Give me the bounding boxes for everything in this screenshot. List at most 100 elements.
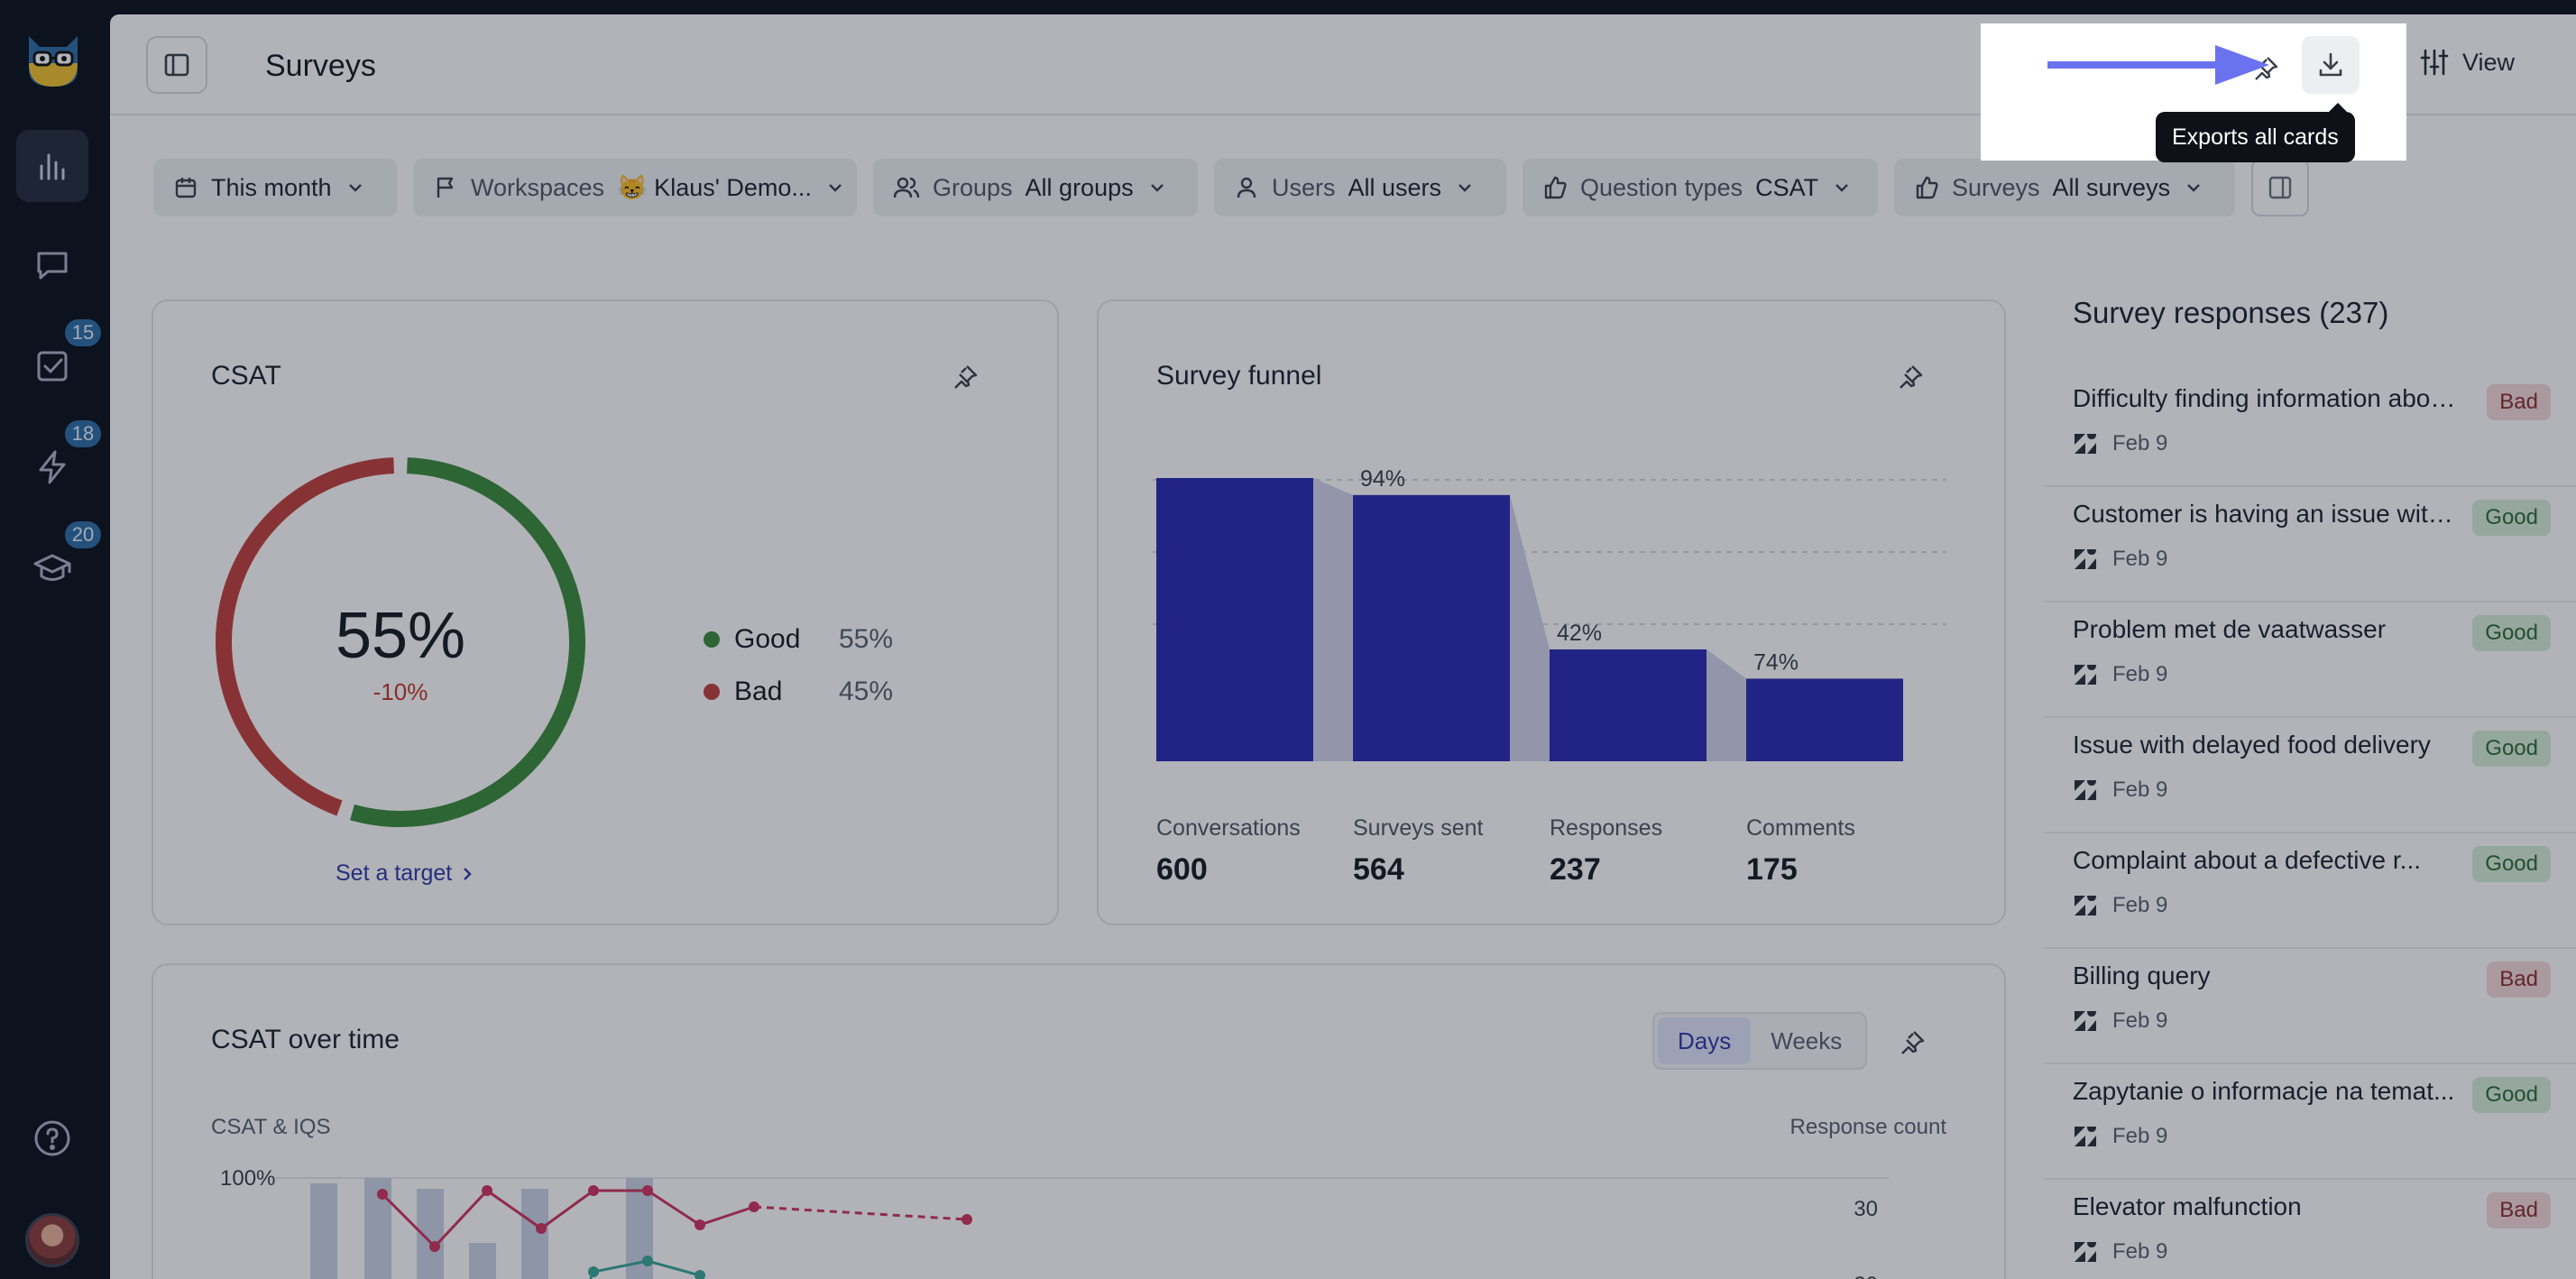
response-title: Customer is having an issue with... (2073, 500, 2461, 528)
chevron-down-icon (1831, 177, 1853, 198)
csat-point (536, 1223, 547, 1234)
pin-card-button[interactable] (1894, 1025, 1930, 1061)
csat-legend: Good 55% Bad 45% (704, 613, 893, 718)
sidebar-panel-icon (162, 51, 191, 79)
training-badge: 20 (65, 521, 101, 548)
question-types-filter-value: CSAT (1755, 173, 1819, 201)
list-item[interactable]: Issue with delayed food delivery Good Fe… (2044, 718, 2576, 833)
response-date: Feb 9 (2112, 431, 2168, 455)
funnel-conversion-label: 42% (1557, 621, 1602, 646)
legend-bad-value: 45% (839, 676, 894, 706)
view-label: View (2462, 48, 2516, 76)
chevron-down-icon (345, 177, 366, 198)
flag-icon (433, 175, 458, 200)
user-icon (1234, 175, 1259, 200)
stat-value: 175 (1746, 852, 1798, 887)
left-rail: 15 18 20 (0, 0, 110, 1279)
legend-bad-label: Bad (734, 676, 783, 706)
csat-point (482, 1185, 492, 1196)
tour-arrow-icon (2047, 45, 2269, 85)
list-item[interactable]: Complaint about a defective r... Good Fe… (2044, 833, 2576, 949)
list-item[interactable]: Difficulty finding information about... … (2044, 372, 2576, 487)
rail-tasks[interactable] (16, 330, 88, 402)
response-date: Feb 9 (2112, 893, 2168, 917)
count-bar (469, 1243, 496, 1279)
response-meta: Feb 9 (2073, 662, 2167, 687)
good-dot-icon (704, 631, 720, 648)
set-target-link[interactable]: Set a target (336, 860, 475, 887)
thumbs-up-icon (1542, 175, 1568, 200)
response-meta: Feb 9 (2073, 893, 2167, 918)
response-meta: Feb 9 (2073, 547, 2167, 572)
question-types-filter[interactable]: Question types CSAT (1523, 159, 1878, 216)
sidebar-toggle-button[interactable] (146, 36, 207, 94)
left-tick-100: 100% (220, 1166, 275, 1191)
pin-card-button[interactable] (1892, 359, 1928, 395)
legend-bad: Bad 45% (704, 666, 893, 718)
zendesk-icon (2073, 1009, 2098, 1033)
view-button[interactable]: View (2419, 47, 2515, 78)
export-all-cards-button[interactable] (2302, 36, 2360, 94)
csat-over-time-title: CSAT over time (211, 1025, 400, 1054)
funnel-stats: Conversations 600 Surveys sent 564 Respo… (1156, 815, 1950, 897)
zendesk-icon (2073, 894, 2098, 917)
groups-filter[interactable]: Groups All groups (873, 159, 1198, 216)
legend-good-label: Good (734, 624, 801, 654)
funnel-connector (1313, 478, 1353, 761)
csat-over-time-card: CSAT over time Days Weeks CSAT & IQS Res… (152, 963, 2006, 1279)
stat-label: Responses (1550, 815, 1663, 841)
rail-dashboard[interactable] (16, 130, 88, 202)
rail-conversations[interactable] (16, 229, 88, 301)
question-types-filter-key: Question types (1580, 173, 1743, 201)
survey-responses-list: Difficulty finding information about... … (2044, 372, 2576, 1279)
toggle-days[interactable]: Days (1658, 1017, 1752, 1064)
side-panel-icon (2267, 174, 2294, 201)
stat-conversations: Conversations 600 (1156, 815, 1301, 888)
chevron-down-icon (824, 177, 846, 198)
klaus-logo-icon[interactable] (23, 27, 83, 90)
csat-value: 55% (335, 600, 466, 672)
autoqa-icon (33, 448, 71, 486)
csat-delta: -10% (373, 678, 428, 705)
rail-autoqa[interactable] (16, 431, 88, 503)
rail-help[interactable] (16, 1102, 88, 1174)
rating-badge: Good (2472, 615, 2551, 651)
workspaces-filter-key: Workspaces (471, 173, 605, 201)
response-meta: Feb 9 (2073, 431, 2167, 456)
response-meta: Feb 9 (2073, 1008, 2167, 1034)
csat-over-time-chart: 100% 30 20 (220, 1166, 1889, 1279)
response-meta: Feb 9 (2073, 1239, 2167, 1265)
rating-badge: Bad (2487, 1192, 2551, 1228)
users-filter[interactable]: Users All users (1214, 159, 1506, 216)
response-date: Feb 9 (2112, 662, 2168, 686)
list-item[interactable]: Zapytanie o informacje na temat... Good … (2044, 1064, 2576, 1180)
count-bar (521, 1189, 548, 1279)
user-avatar[interactable] (25, 1213, 79, 1267)
right-axis-label: Response count (1789, 1115, 1946, 1139)
surveys-filter[interactable]: Surveys All surveys (1894, 159, 2235, 216)
csat-point (588, 1185, 599, 1196)
csat-point (749, 1201, 759, 1212)
stat-label: Comments (1746, 815, 1855, 841)
response-meta: Feb 9 (2073, 1124, 2167, 1149)
list-item[interactable]: Customer is having an issue with... Good… (2044, 487, 2576, 603)
stat-responses: Responses 237 (1550, 815, 1662, 888)
list-item[interactable]: Problem met de vaatwasser Good Feb 9 (2044, 603, 2576, 718)
list-item[interactable]: Elevator malfunction Bad Feb 9 (2044, 1180, 2576, 1279)
rail-training[interactable] (16, 532, 88, 604)
rating-badge: Good (2472, 500, 2551, 536)
zendesk-icon (2073, 663, 2098, 686)
response-title: Problem met de vaatwasser (2073, 615, 2387, 643)
filter-panel-toggle-button[interactable] (2251, 159, 2309, 216)
list-item[interactable]: Billing query Bad Feb 9 (2044, 949, 2576, 1064)
dashboard-icon (34, 148, 70, 184)
response-count-bars (310, 1178, 653, 1279)
workspaces-filter[interactable]: Workspaces 😸 Klaus' Demo... (413, 159, 857, 216)
toggle-weeks[interactable]: Weeks (1771, 1027, 1843, 1054)
set-target-label: Set a target (336, 860, 453, 886)
date-filter[interactable]: This month (153, 159, 397, 216)
pin-card-button[interactable] (947, 359, 983, 395)
iqs-point (588, 1266, 599, 1277)
chevron-down-icon (2183, 177, 2204, 198)
csat-point (642, 1185, 653, 1196)
